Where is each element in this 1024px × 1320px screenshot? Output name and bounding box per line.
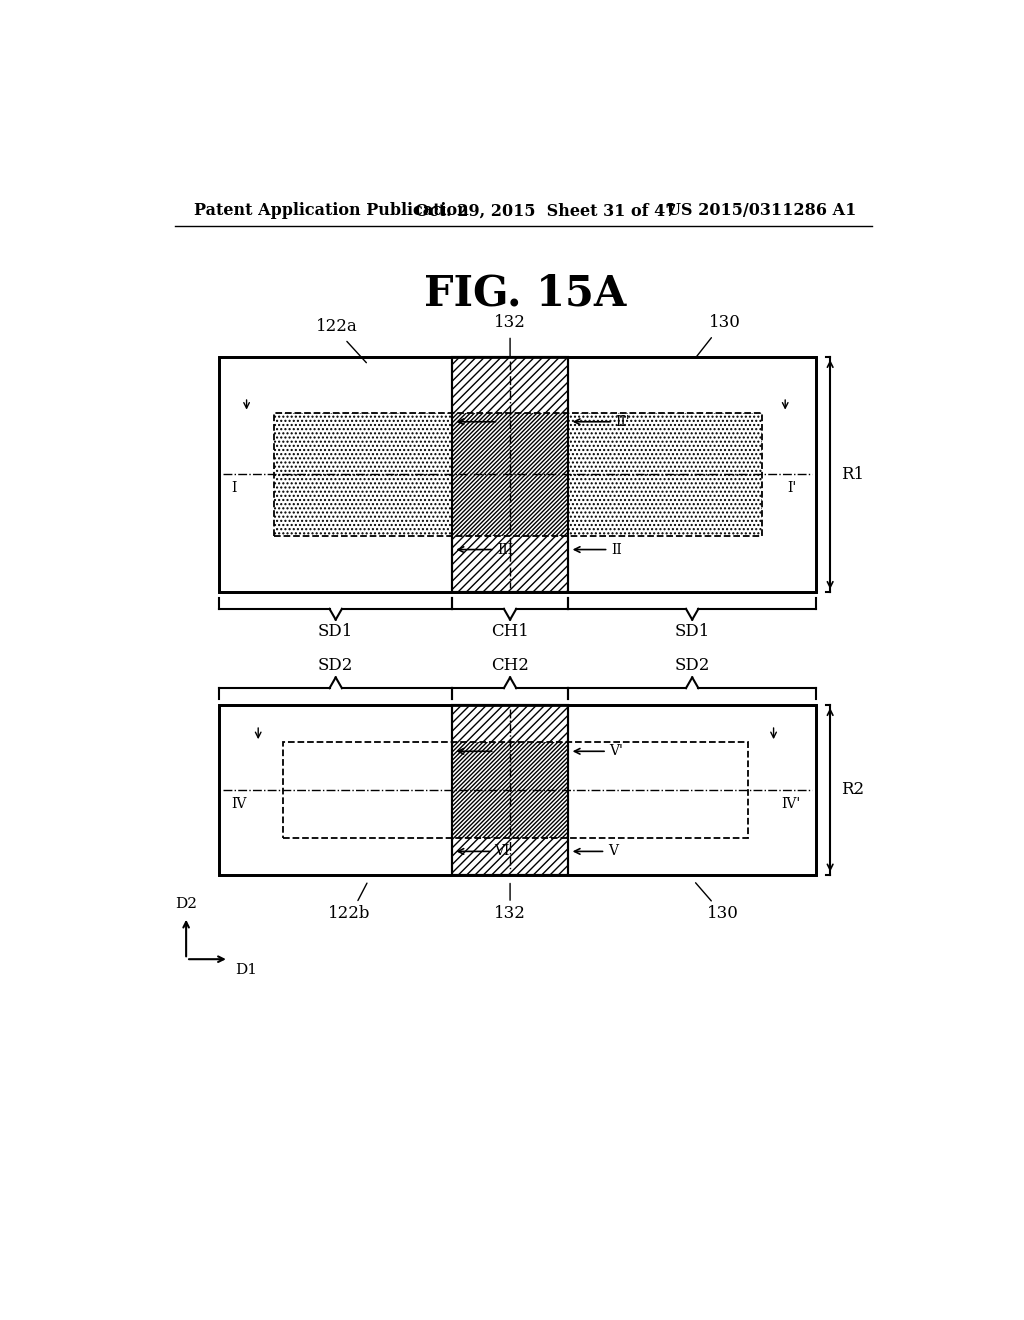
- Text: R2: R2: [841, 781, 864, 799]
- Bar: [273, 412, 452, 536]
- Bar: [219, 705, 816, 875]
- Bar: [452, 358, 568, 591]
- Text: III': III': [501, 414, 521, 429]
- Text: Patent Application Publication: Patent Application Publication: [194, 202, 469, 219]
- Bar: [452, 412, 568, 536]
- Text: 130: 130: [708, 904, 739, 921]
- Text: I': I': [787, 480, 797, 495]
- Text: 132: 132: [495, 314, 526, 331]
- Bar: [219, 705, 816, 875]
- Text: D1: D1: [234, 964, 257, 977]
- Bar: [452, 742, 568, 838]
- Bar: [283, 742, 748, 838]
- Text: 132: 132: [495, 904, 526, 921]
- Text: SD1: SD1: [318, 623, 353, 640]
- Text: II': II': [615, 414, 630, 429]
- Text: I: I: [231, 480, 237, 495]
- Text: R1: R1: [841, 466, 864, 483]
- Bar: [568, 412, 762, 536]
- Text: III: III: [497, 543, 513, 557]
- Text: V: V: [607, 845, 617, 858]
- Bar: [219, 358, 816, 591]
- Text: SD2: SD2: [675, 656, 710, 673]
- Text: CH1: CH1: [492, 623, 529, 640]
- Text: 130: 130: [709, 314, 740, 331]
- Bar: [452, 705, 568, 875]
- Text: V': V': [609, 744, 624, 758]
- Text: II: II: [611, 543, 622, 557]
- Text: VI: VI: [495, 845, 510, 858]
- Text: 122b: 122b: [328, 904, 370, 921]
- Bar: [273, 412, 762, 536]
- Bar: [452, 358, 568, 591]
- Text: US 2015/0311286 A1: US 2015/0311286 A1: [667, 202, 856, 219]
- Text: IV': IV': [781, 797, 801, 810]
- Text: FIG. 15A: FIG. 15A: [424, 272, 626, 314]
- Text: CH2: CH2: [492, 656, 529, 673]
- Text: D2: D2: [175, 896, 198, 911]
- Text: SD2: SD2: [318, 656, 353, 673]
- Text: Oct. 29, 2015  Sheet 31 of 47: Oct. 29, 2015 Sheet 31 of 47: [415, 202, 676, 219]
- Bar: [452, 705, 568, 875]
- Text: IV: IV: [231, 797, 247, 810]
- Text: VI': VI': [497, 744, 516, 758]
- Text: 122a: 122a: [316, 318, 358, 335]
- Text: SD1: SD1: [675, 623, 710, 640]
- Bar: [219, 358, 816, 591]
